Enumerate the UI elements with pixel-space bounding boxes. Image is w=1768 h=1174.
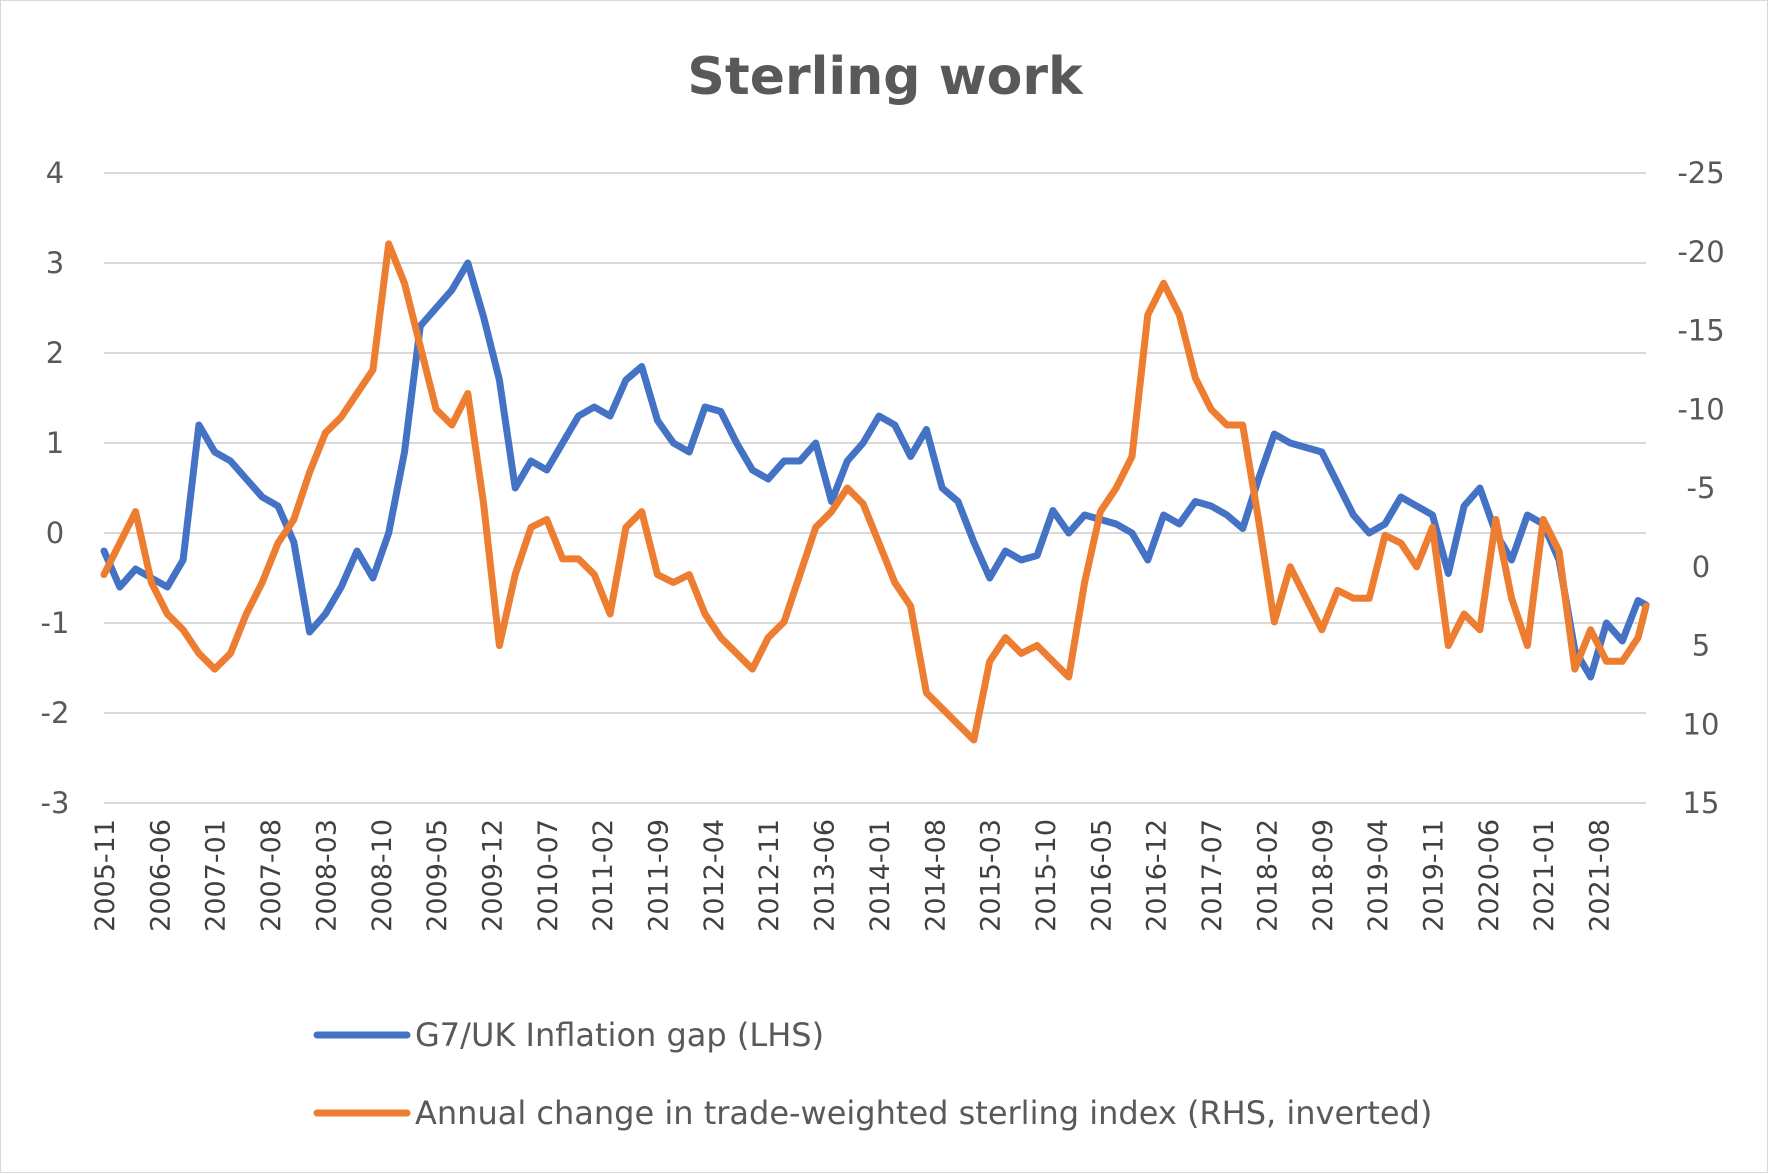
right-axis-ticks: -25 -20 -15 -10 -5 0 5 10 15 <box>1677 156 1724 820</box>
x-tick-label: 2016-05 <box>1086 819 1117 932</box>
legend-entry[interactable]: Annual change in trade-weighted sterling… <box>415 1094 1432 1132</box>
x-tick-label: 2010-07 <box>533 819 564 932</box>
x-tick-label: 2008-10 <box>367 819 398 932</box>
x-tick-label: 2016-12 <box>1142 819 1173 932</box>
series-line-sterling-index <box>100 240 1650 744</box>
right-tick-label: 10 <box>1683 707 1720 741</box>
x-tick-label: 2013-06 <box>810 819 841 932</box>
left-tick-label: -2 <box>41 696 70 730</box>
right-tick-label: -15 <box>1677 314 1724 348</box>
x-tick-label: 2019-11 <box>1418 819 1449 932</box>
right-tick-label: -10 <box>1677 392 1724 426</box>
left-tick-label: -1 <box>41 606 70 640</box>
chart-title: Sterling work <box>687 47 1084 107</box>
x-tick-label: 2011-09 <box>644 819 675 932</box>
x-tick-label: 2015-03 <box>976 819 1007 932</box>
x-tick-label: 2021-01 <box>1529 819 1560 932</box>
x-tick-label: 2014-08 <box>920 819 951 932</box>
right-tick-label: 15 <box>1683 786 1720 820</box>
left-axis-ticks: 4 3 2 1 0 -1 -2 -3 <box>41 156 70 820</box>
x-tick-label: 2006-06 <box>145 819 176 932</box>
left-tick-label: 3 <box>46 246 64 280</box>
x-axis-ticks: 2005-11 2006-06 2007-01 2007-08 2008-03 2008-… <box>90 819 1616 932</box>
x-tick-label: 2007-01 <box>201 819 232 932</box>
right-tick-label: -25 <box>1677 156 1724 190</box>
right-tick-label: 0 <box>1692 550 1710 584</box>
x-tick-label: 2012-04 <box>699 819 730 932</box>
legend[interactable]: G7/UK Inflation gap (LHS) Annual change i… <box>313 1016 1432 1132</box>
right-tick-label: -20 <box>1677 235 1724 269</box>
gridlines <box>104 172 1646 804</box>
x-tick-label: 2020-06 <box>1474 819 1505 932</box>
x-tick-label: 2018-09 <box>1308 819 1339 932</box>
left-tick-label: 1 <box>46 426 64 460</box>
x-tick-label: 2012-11 <box>754 819 785 932</box>
x-tick-label: 2005-11 <box>90 819 121 932</box>
x-tick-label: 2007-08 <box>256 819 287 932</box>
x-tick-label: 2015-10 <box>1031 819 1062 932</box>
series-line-inflation-gap <box>100 259 1650 681</box>
left-tick-label: -3 <box>41 786 70 820</box>
right-tick-label: -5 <box>1687 471 1716 505</box>
right-tick-label: 5 <box>1692 629 1710 663</box>
series-lines <box>100 240 1650 744</box>
x-tick-label: 2018-02 <box>1252 819 1283 932</box>
x-tick-label: 2009-12 <box>477 819 508 932</box>
x-tick-label: 2021-08 <box>1585 819 1616 932</box>
x-tick-label: 2019-04 <box>1363 819 1394 932</box>
x-tick-label: 2017-07 <box>1197 819 1228 932</box>
left-tick-label: 2 <box>46 336 64 370</box>
legend-entry[interactable]: G7/UK Inflation gap (LHS) <box>415 1016 824 1054</box>
x-tick-label: 2009-05 <box>422 819 453 932</box>
left-tick-label: 0 <box>46 516 64 550</box>
x-tick-label: 2011-02 <box>588 819 619 932</box>
x-tick-label: 2008-03 <box>311 819 342 932</box>
left-tick-label: 4 <box>46 156 64 190</box>
x-tick-label: 2014-01 <box>865 819 896 932</box>
